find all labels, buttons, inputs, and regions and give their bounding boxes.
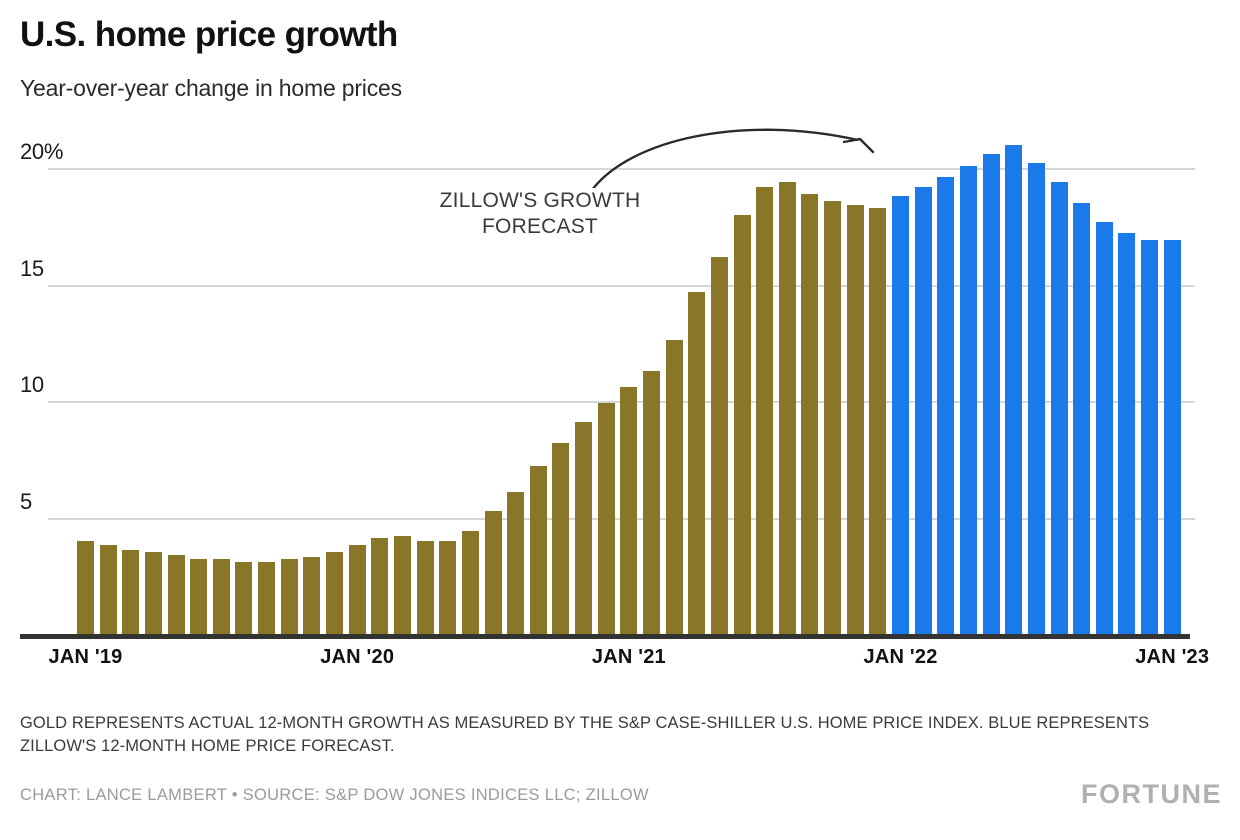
bar: [507, 491, 525, 634]
x-axis-tick-label: JAN '22: [863, 646, 938, 668]
y-axis-tick-label: 20%: [20, 139, 64, 164]
y-axis-tick-label: 10: [20, 372, 44, 397]
bar: [212, 559, 230, 634]
bar: [371, 538, 389, 634]
bar: [461, 531, 479, 634]
gridline: [48, 284, 1195, 287]
bar: [416, 540, 434, 634]
gridline: [48, 168, 1195, 170]
x-axis-tick-label: JAN '19: [48, 646, 123, 668]
chart-credit: CHART: LANCE LAMBERT • SOURCE: S&P DOW J…: [20, 786, 649, 804]
chart-footnote: GOLD REPRESENTS ACTUAL 12-MONTH GROWTH A…: [20, 714, 1150, 756]
x-axis-tick-label: JAN '20: [320, 646, 395, 668]
bar: [643, 370, 660, 634]
bar: [77, 540, 94, 634]
bar: [552, 442, 570, 634]
bar: [1141, 240, 1159, 634]
annotation-line-1: ZILLOW'S GROWTH: [439, 189, 641, 212]
bar: [688, 291, 706, 634]
bar: [778, 181, 796, 634]
bar: [892, 195, 910, 634]
curved-arrow-icon: [592, 128, 875, 188]
page-title: U.S. home price growth: [20, 15, 398, 54]
bar: [326, 552, 344, 634]
bar: [665, 340, 683, 634]
bar: [846, 205, 864, 634]
bar: [439, 540, 457, 634]
bar: [393, 536, 411, 634]
bar: [190, 559, 208, 634]
bar: [869, 207, 887, 634]
bar: [99, 545, 117, 634]
plot-area: 5 10 15 20%: [0, 120, 1240, 640]
bar: [597, 403, 615, 634]
fortune-logo: FORTUNE: [1081, 779, 1222, 809]
bar: [733, 214, 751, 634]
bar: [1095, 221, 1113, 634]
bar: [1118, 233, 1136, 634]
bar: [484, 510, 502, 634]
x-axis-tick-label: JAN '21: [591, 646, 666, 668]
bar: [801, 193, 819, 634]
bar: [710, 256, 728, 634]
page-subtitle: Year-over-year change in home prices: [20, 75, 402, 101]
bar: [959, 165, 977, 634]
y-axis-tick-label: 5: [20, 488, 32, 514]
forecast-annotation: ZILLOW'S GROWTH FORECAST: [425, 188, 655, 239]
bar: [620, 387, 638, 634]
bar: [982, 154, 1000, 634]
bar: [122, 550, 140, 634]
bar: [914, 186, 932, 634]
bar: [937, 177, 955, 634]
bar: [167, 554, 185, 634]
annotation-line-2: FORECAST: [482, 214, 598, 238]
bar-series-group: [0, 120, 1240, 640]
bar: [1027, 163, 1045, 634]
bar: [1073, 202, 1091, 634]
y-axis-tick-label: 15: [20, 255, 44, 281]
bar: [529, 466, 547, 634]
bar: [1050, 181, 1068, 634]
bar: [824, 200, 842, 634]
bar: [235, 561, 253, 634]
bar: [144, 552, 162, 634]
bar: [258, 561, 276, 634]
bar: [280, 559, 298, 634]
bar: [303, 557, 321, 634]
x-axis-line: [20, 634, 1190, 639]
x-axis-tick-label: JAN '23: [1135, 646, 1210, 668]
bar: [348, 545, 366, 634]
bar: [756, 186, 774, 634]
bar: [575, 421, 593, 634]
bar: [1005, 144, 1023, 634]
bar: [1163, 240, 1181, 634]
